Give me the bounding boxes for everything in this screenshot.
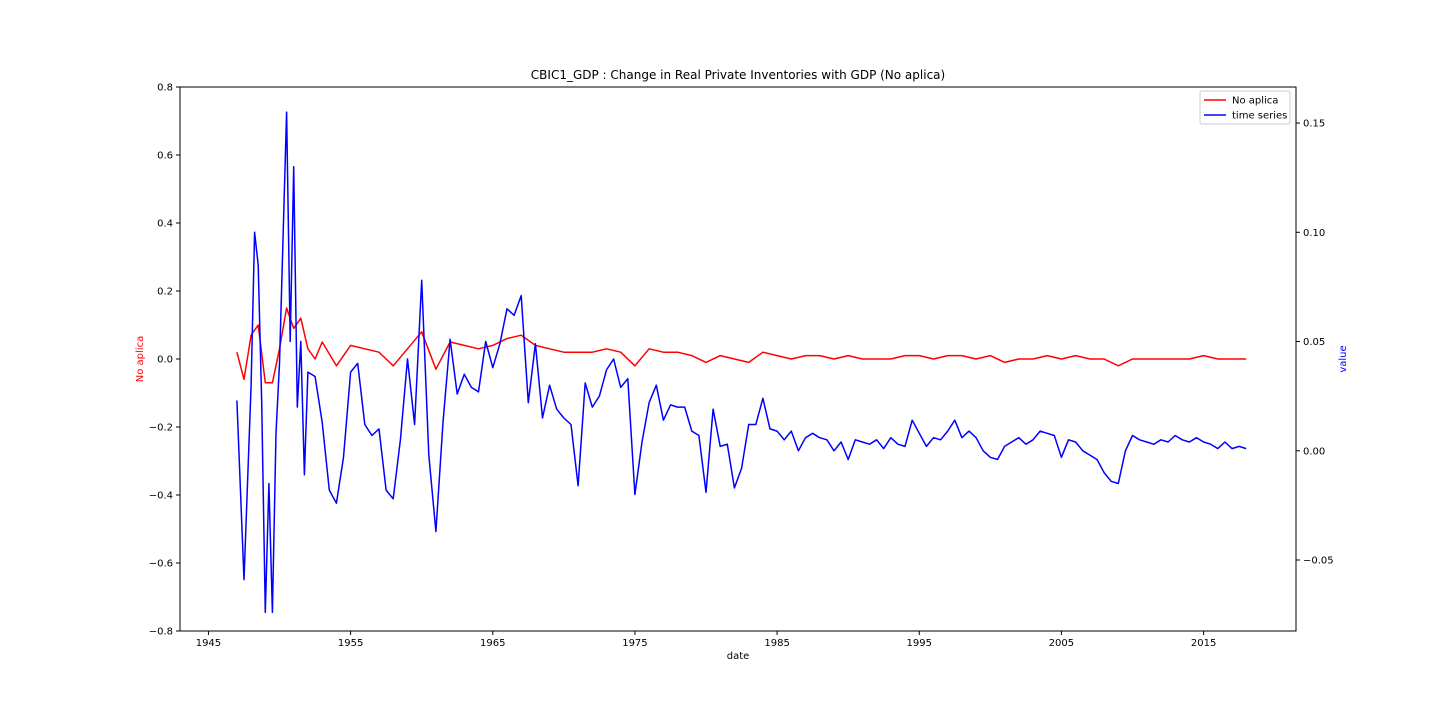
legend-label-time-series: time series	[1232, 111, 1287, 122]
y-axis-left: −0.8 −0.6 −0.4 −0.2 0.0 0.2 0.4 0.6 0.8	[149, 83, 180, 638]
y-right-tick-label: 0.15	[1303, 119, 1325, 130]
x-tick-label: 1965	[480, 638, 505, 649]
y-left-tick-label: −0.4	[149, 491, 173, 502]
chart-title: CBIC1_GDP : Change in Real Private Inven…	[531, 68, 945, 82]
series-line-time-series	[236, 111, 1247, 614]
y-left-tick-label: 0.6	[157, 151, 173, 162]
y-left-tick-label: 0.8	[157, 83, 173, 94]
y-left-tick-label: 0.2	[157, 287, 173, 298]
y-right-tick-label: −0.05	[1303, 555, 1334, 566]
y-left-tick-label: −0.2	[149, 423, 173, 434]
y-right-tick-label: 0.00	[1303, 446, 1325, 457]
x-tick-label: 1985	[764, 638, 789, 649]
series-line-no-aplica	[236, 307, 1247, 384]
legend-label-no-aplica: No aplica	[1232, 96, 1278, 107]
x-tick-label: 1975	[622, 638, 647, 649]
x-tick-label: 2015	[1191, 638, 1216, 649]
y-left-tick-label: 0.4	[157, 219, 173, 230]
x-tick-label: 1955	[338, 638, 363, 649]
x-axis-label: date	[727, 651, 750, 662]
legend: No aplica time series	[1199, 90, 1291, 125]
y-left-tick-label: 0.0	[157, 355, 173, 366]
y-right-tick-label: 0.05	[1303, 337, 1325, 348]
y-axis-right-label: value	[1338, 345, 1349, 372]
x-tick-label: 1945	[196, 638, 221, 649]
y-left-tick-label: −0.8	[149, 627, 173, 638]
y-axis-right: −0.05 0.00 0.05 0.10 0.15	[1296, 119, 1334, 566]
x-tick-label: 1995	[907, 638, 932, 649]
y-left-tick-label: −0.6	[149, 559, 173, 570]
y-right-tick-label: 0.10	[1303, 228, 1325, 239]
x-axis: 1945 1955 1965 1975 1985 1995 2005 2015	[196, 631, 1216, 649]
plot-lines	[236, 111, 1247, 614]
x-tick-label: 2005	[1049, 638, 1074, 649]
y-axis-left-label: No aplica	[135, 336, 146, 382]
